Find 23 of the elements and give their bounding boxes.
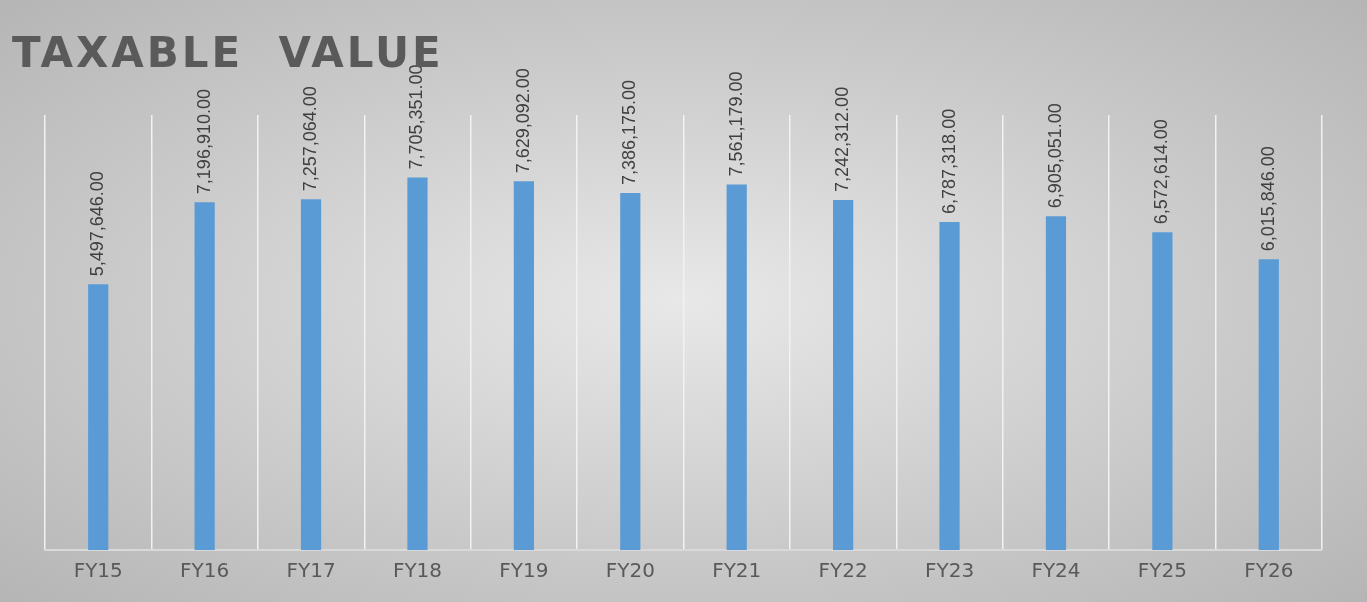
data-label: 6,015,846.00 — [1257, 146, 1278, 252]
x-tick-label: FY16 — [180, 558, 230, 583]
data-label: 6,905,051.00 — [1044, 103, 1065, 209]
data-label: 6,572,614.00 — [1151, 119, 1172, 225]
x-tick-label: FY19 — [499, 558, 549, 583]
x-tick-label: FY18 — [392, 558, 443, 583]
x-tick-label: FY26 — [1244, 558, 1294, 583]
x-tick-label: FY25 — [1137, 558, 1187, 583]
data-label: 7,196,910.00 — [193, 89, 214, 195]
x-tick-label: FY15 — [73, 558, 123, 583]
data-label: 7,257,064.00 — [300, 86, 321, 192]
x-tick-label: FY23 — [924, 558, 975, 583]
x-tick-label: FY20 — [605, 558, 655, 583]
data-label: 6,787,318.00 — [938, 108, 959, 214]
x-tick-label: FY22 — [818, 558, 868, 583]
x-tick-label: FY24 — [1031, 558, 1081, 583]
data-label: 7,242,312.00 — [832, 86, 853, 192]
data-label: 7,386,175.00 — [619, 79, 640, 185]
data-label: 7,629,092.00 — [512, 68, 533, 174]
x-tick-label: FY17 — [286, 558, 336, 583]
data-label: 5,497,646.00 — [87, 171, 108, 277]
data-label: 7,561,179.00 — [725, 71, 746, 177]
x-tick-label: FY21 — [712, 558, 762, 583]
